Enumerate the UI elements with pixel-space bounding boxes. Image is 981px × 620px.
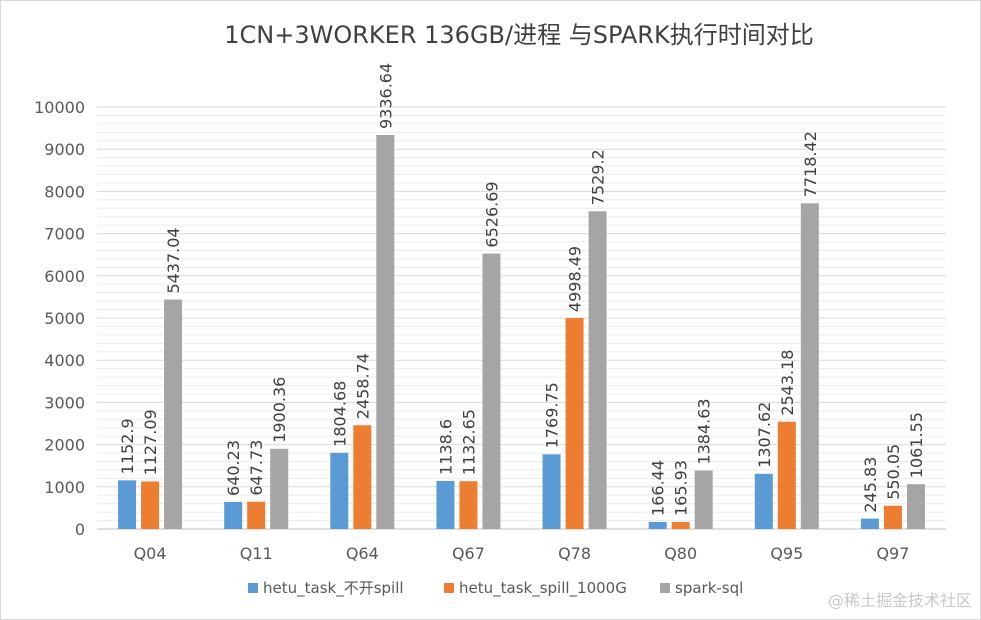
data-label: 245.83 [861, 457, 880, 513]
data-label: 1384.63 [695, 398, 714, 464]
bar [164, 299, 183, 529]
data-label: 647.73 [247, 440, 266, 496]
y-tick-label: 6000 [44, 267, 85, 286]
bar [588, 211, 607, 529]
bar [694, 470, 713, 529]
data-label: 6526.69 [482, 181, 501, 247]
bar [671, 521, 690, 529]
bar [777, 421, 796, 529]
x-tick-label: Q11 [240, 544, 273, 563]
y-tick-label: 5000 [44, 309, 85, 328]
data-label: 1152.9 [118, 418, 137, 474]
bar [247, 501, 266, 529]
data-label: 640.23 [224, 440, 243, 496]
x-tick-label: Q67 [452, 544, 485, 563]
bar [224, 501, 243, 529]
y-tick-label: 8000 [44, 182, 85, 201]
legend: hetu_task_不开spill hetu_task_spill_1000G sp… [248, 579, 743, 598]
legend-swatch [660, 583, 670, 593]
x-tick-label: Q78 [558, 544, 591, 563]
bar [270, 448, 289, 529]
x-tick-label: Q64 [346, 544, 379, 563]
bar [482, 253, 501, 530]
bar [353, 425, 372, 529]
data-label: 7529.2 [589, 149, 608, 205]
x-tick-label: Q80 [664, 544, 697, 563]
bars [118, 134, 925, 530]
bar [754, 473, 773, 529]
watermark: @稀土掘金技术社区 [827, 591, 972, 610]
legend-label: hetu_task_spill_1000G [459, 579, 627, 598]
data-label: 9336.64 [376, 63, 395, 129]
bar [883, 505, 902, 529]
data-label: 165.93 [672, 460, 691, 516]
bar [118, 480, 137, 529]
x-tick-label: Q97 [876, 544, 909, 563]
bar [542, 454, 561, 529]
bar [376, 134, 395, 530]
bar [141, 481, 160, 529]
x-tick-label: Q04 [134, 544, 167, 563]
bar [330, 452, 349, 529]
legend-swatch [248, 583, 258, 593]
bar [800, 203, 819, 530]
data-label: 1127.09 [141, 409, 160, 475]
data-label: 2543.18 [778, 350, 797, 416]
x-axis: Q04 Q11 Q64 Q67 Q78 Q80 Q95 Q97 [134, 544, 910, 563]
data-label: 1900.36 [270, 377, 289, 443]
y-axis: 0 1000 2000 3000 4000 5000 6000 7000 8000 9000 100… [34, 98, 85, 539]
data-label: 1307.62 [755, 402, 774, 468]
x-tick-label: Q95 [770, 544, 803, 563]
data-label: 1769.75 [543, 382, 562, 448]
data-label: 1061.55 [907, 412, 926, 478]
y-tick-label: 2000 [44, 436, 85, 455]
data-label: 5437.04 [164, 227, 183, 293]
y-tick-label: 9000 [44, 140, 85, 159]
data-label: 7718.42 [801, 131, 820, 197]
data-label: 1138.6 [436, 419, 455, 475]
bar [565, 318, 584, 529]
data-label: 1132.65 [459, 409, 478, 475]
y-tick-label: 0 [75, 520, 85, 539]
data-label: 550.05 [884, 444, 903, 500]
bar [860, 518, 879, 529]
bar [648, 521, 667, 529]
data-label: 1804.68 [330, 381, 349, 447]
bar [459, 481, 478, 529]
y-tick-label: 4000 [44, 351, 85, 370]
y-tick-label: 3000 [44, 393, 85, 412]
legend-label: hetu_task_不开spill [263, 579, 404, 598]
bar [436, 480, 455, 529]
y-tick-label: 10000 [34, 98, 85, 117]
data-label: 4998.49 [566, 246, 585, 312]
legend-swatch [444, 583, 454, 593]
legend-label: spark-sql [675, 579, 743, 597]
bar [906, 484, 925, 529]
data-label: 166.44 [649, 460, 668, 516]
y-tick-label: 1000 [44, 478, 85, 497]
data-label: 2458.74 [353, 353, 372, 419]
y-tick-label: 7000 [44, 225, 85, 244]
chart-title: 1CN+3WORKER 136GB/进程 与SPARK执行时间对比 [224, 21, 813, 49]
